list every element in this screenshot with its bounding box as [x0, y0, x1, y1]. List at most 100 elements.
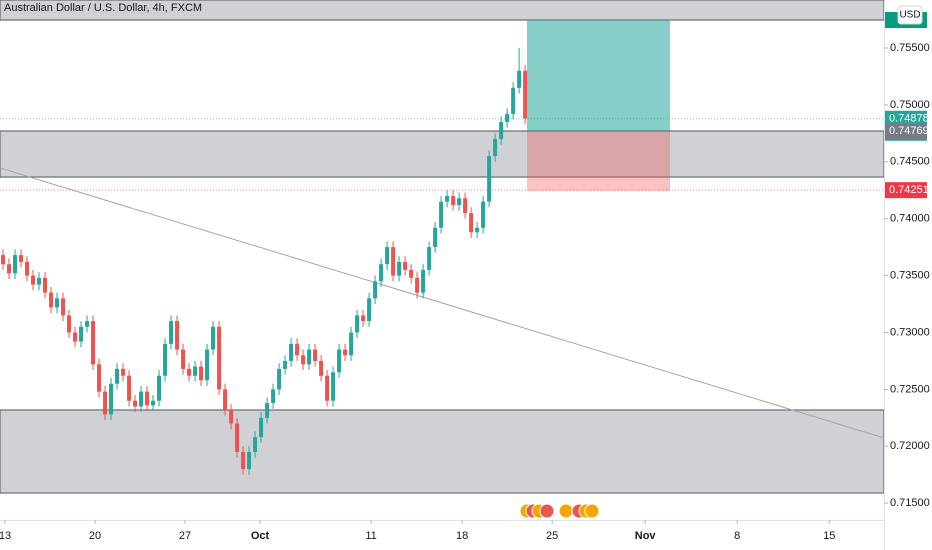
trend-line — [0, 167, 885, 439]
candle-body — [73, 332, 78, 342]
zone — [0, 130, 885, 178]
currency-badge[interactable] — [897, 5, 923, 25]
candle-body — [379, 264, 384, 282]
candle-body — [127, 375, 132, 401]
currency-label: USD — [899, 10, 920, 21]
candle-body — [43, 277, 48, 293]
candle-body — [31, 275, 36, 285]
price-tag — [885, 123, 927, 140]
candle-body — [487, 156, 492, 202]
candle-body — [337, 349, 342, 373]
zone — [0, 409, 885, 494]
y-tick-label: 0.72000 — [890, 440, 930, 452]
candle-body — [499, 121, 504, 140]
candle-body — [505, 114, 510, 122]
candle-body — [331, 372, 336, 401]
candle-body — [445, 195, 450, 202]
y-tick-label: 0.74500 — [890, 156, 930, 168]
candle-body — [307, 349, 312, 365]
candle-body — [199, 366, 204, 381]
candle-body — [271, 389, 276, 404]
candle-body — [355, 315, 360, 333]
candle-body — [7, 264, 12, 274]
y-tick-label: 0.72500 — [890, 383, 930, 395]
candle-body — [145, 391, 150, 406]
candle-body — [301, 355, 306, 365]
candle-body — [109, 383, 114, 415]
candle-body — [415, 277, 420, 293]
x-tick-label: 18 — [456, 530, 468, 542]
target-area — [527, 20, 670, 131]
candle-body — [247, 451, 252, 470]
y-tick-label: 0.73500 — [890, 269, 930, 281]
price-tag-label: 0.74251 — [889, 184, 929, 196]
candle-body — [265, 403, 270, 418]
candle-body — [151, 400, 156, 406]
candle-body — [19, 255, 24, 262]
candle-body — [361, 315, 366, 322]
candle-body — [205, 349, 210, 381]
candle-body — [85, 321, 90, 327]
candle-body — [451, 195, 456, 206]
y-tick-label: 0.75500 — [890, 42, 930, 54]
candle-body — [475, 227, 480, 233]
candle-body — [289, 343, 294, 361]
candle-body — [457, 198, 462, 206]
candle-body — [79, 326, 84, 342]
candle-body — [1, 255, 6, 265]
candle-body — [493, 139, 498, 157]
event-icons — [519, 503, 600, 519]
candle-body — [229, 409, 234, 424]
candle-body — [61, 298, 66, 316]
price-tag-label: 0.74878 — [889, 113, 929, 125]
candle-body — [409, 269, 414, 278]
candle-body — [313, 349, 318, 361]
candle-body — [181, 349, 186, 369]
chart-title: Australian Dollar / U.S. Dollar, 4h, FXC… — [4, 2, 202, 14]
candle-body — [385, 247, 390, 265]
x-tick-label: Oct — [251, 530, 270, 542]
candle-body — [325, 375, 330, 401]
candle-body — [187, 368, 192, 376]
candle-body — [397, 261, 402, 276]
candle-body — [523, 70, 528, 119]
y-tick-label: 0.74000 — [890, 213, 930, 225]
candle-body — [139, 391, 144, 407]
candle-body — [481, 201, 486, 228]
candle-body — [373, 281, 378, 299]
candle-body — [217, 326, 222, 390]
candle-body — [463, 198, 468, 214]
candle-body — [25, 261, 30, 276]
candle-body — [367, 298, 372, 322]
x-tick-label: 8 — [734, 530, 740, 542]
candle-body — [193, 366, 198, 376]
candle-body — [121, 368, 126, 376]
candle-body — [433, 227, 438, 248]
x-tick-label: 11 — [365, 530, 376, 542]
candle-body — [283, 360, 288, 369]
x-tick-label: 25 — [546, 530, 558, 542]
candle-body — [421, 269, 426, 293]
candle-body — [277, 368, 282, 390]
candle-body — [223, 389, 228, 410]
candle-body — [241, 451, 246, 470]
candle-body — [67, 315, 72, 333]
candle-body — [295, 343, 300, 356]
candle-body — [211, 326, 216, 350]
candle-body — [403, 261, 408, 270]
candle-body — [517, 70, 522, 88]
x-tick-label: Nov — [635, 530, 657, 542]
x-tick-label: 13 — [0, 530, 11, 542]
candle-body — [391, 247, 396, 276]
x-tick-label: 27 — [179, 530, 191, 542]
candle-body — [97, 364, 102, 392]
stop-area — [527, 130, 670, 192]
candle-body — [343, 349, 348, 356]
candle-body — [133, 400, 138, 407]
price-tag — [885, 182, 927, 199]
candle-body — [163, 343, 168, 376]
y-tick-label: 0.75000 — [890, 99, 930, 111]
candle-body — [91, 321, 96, 365]
